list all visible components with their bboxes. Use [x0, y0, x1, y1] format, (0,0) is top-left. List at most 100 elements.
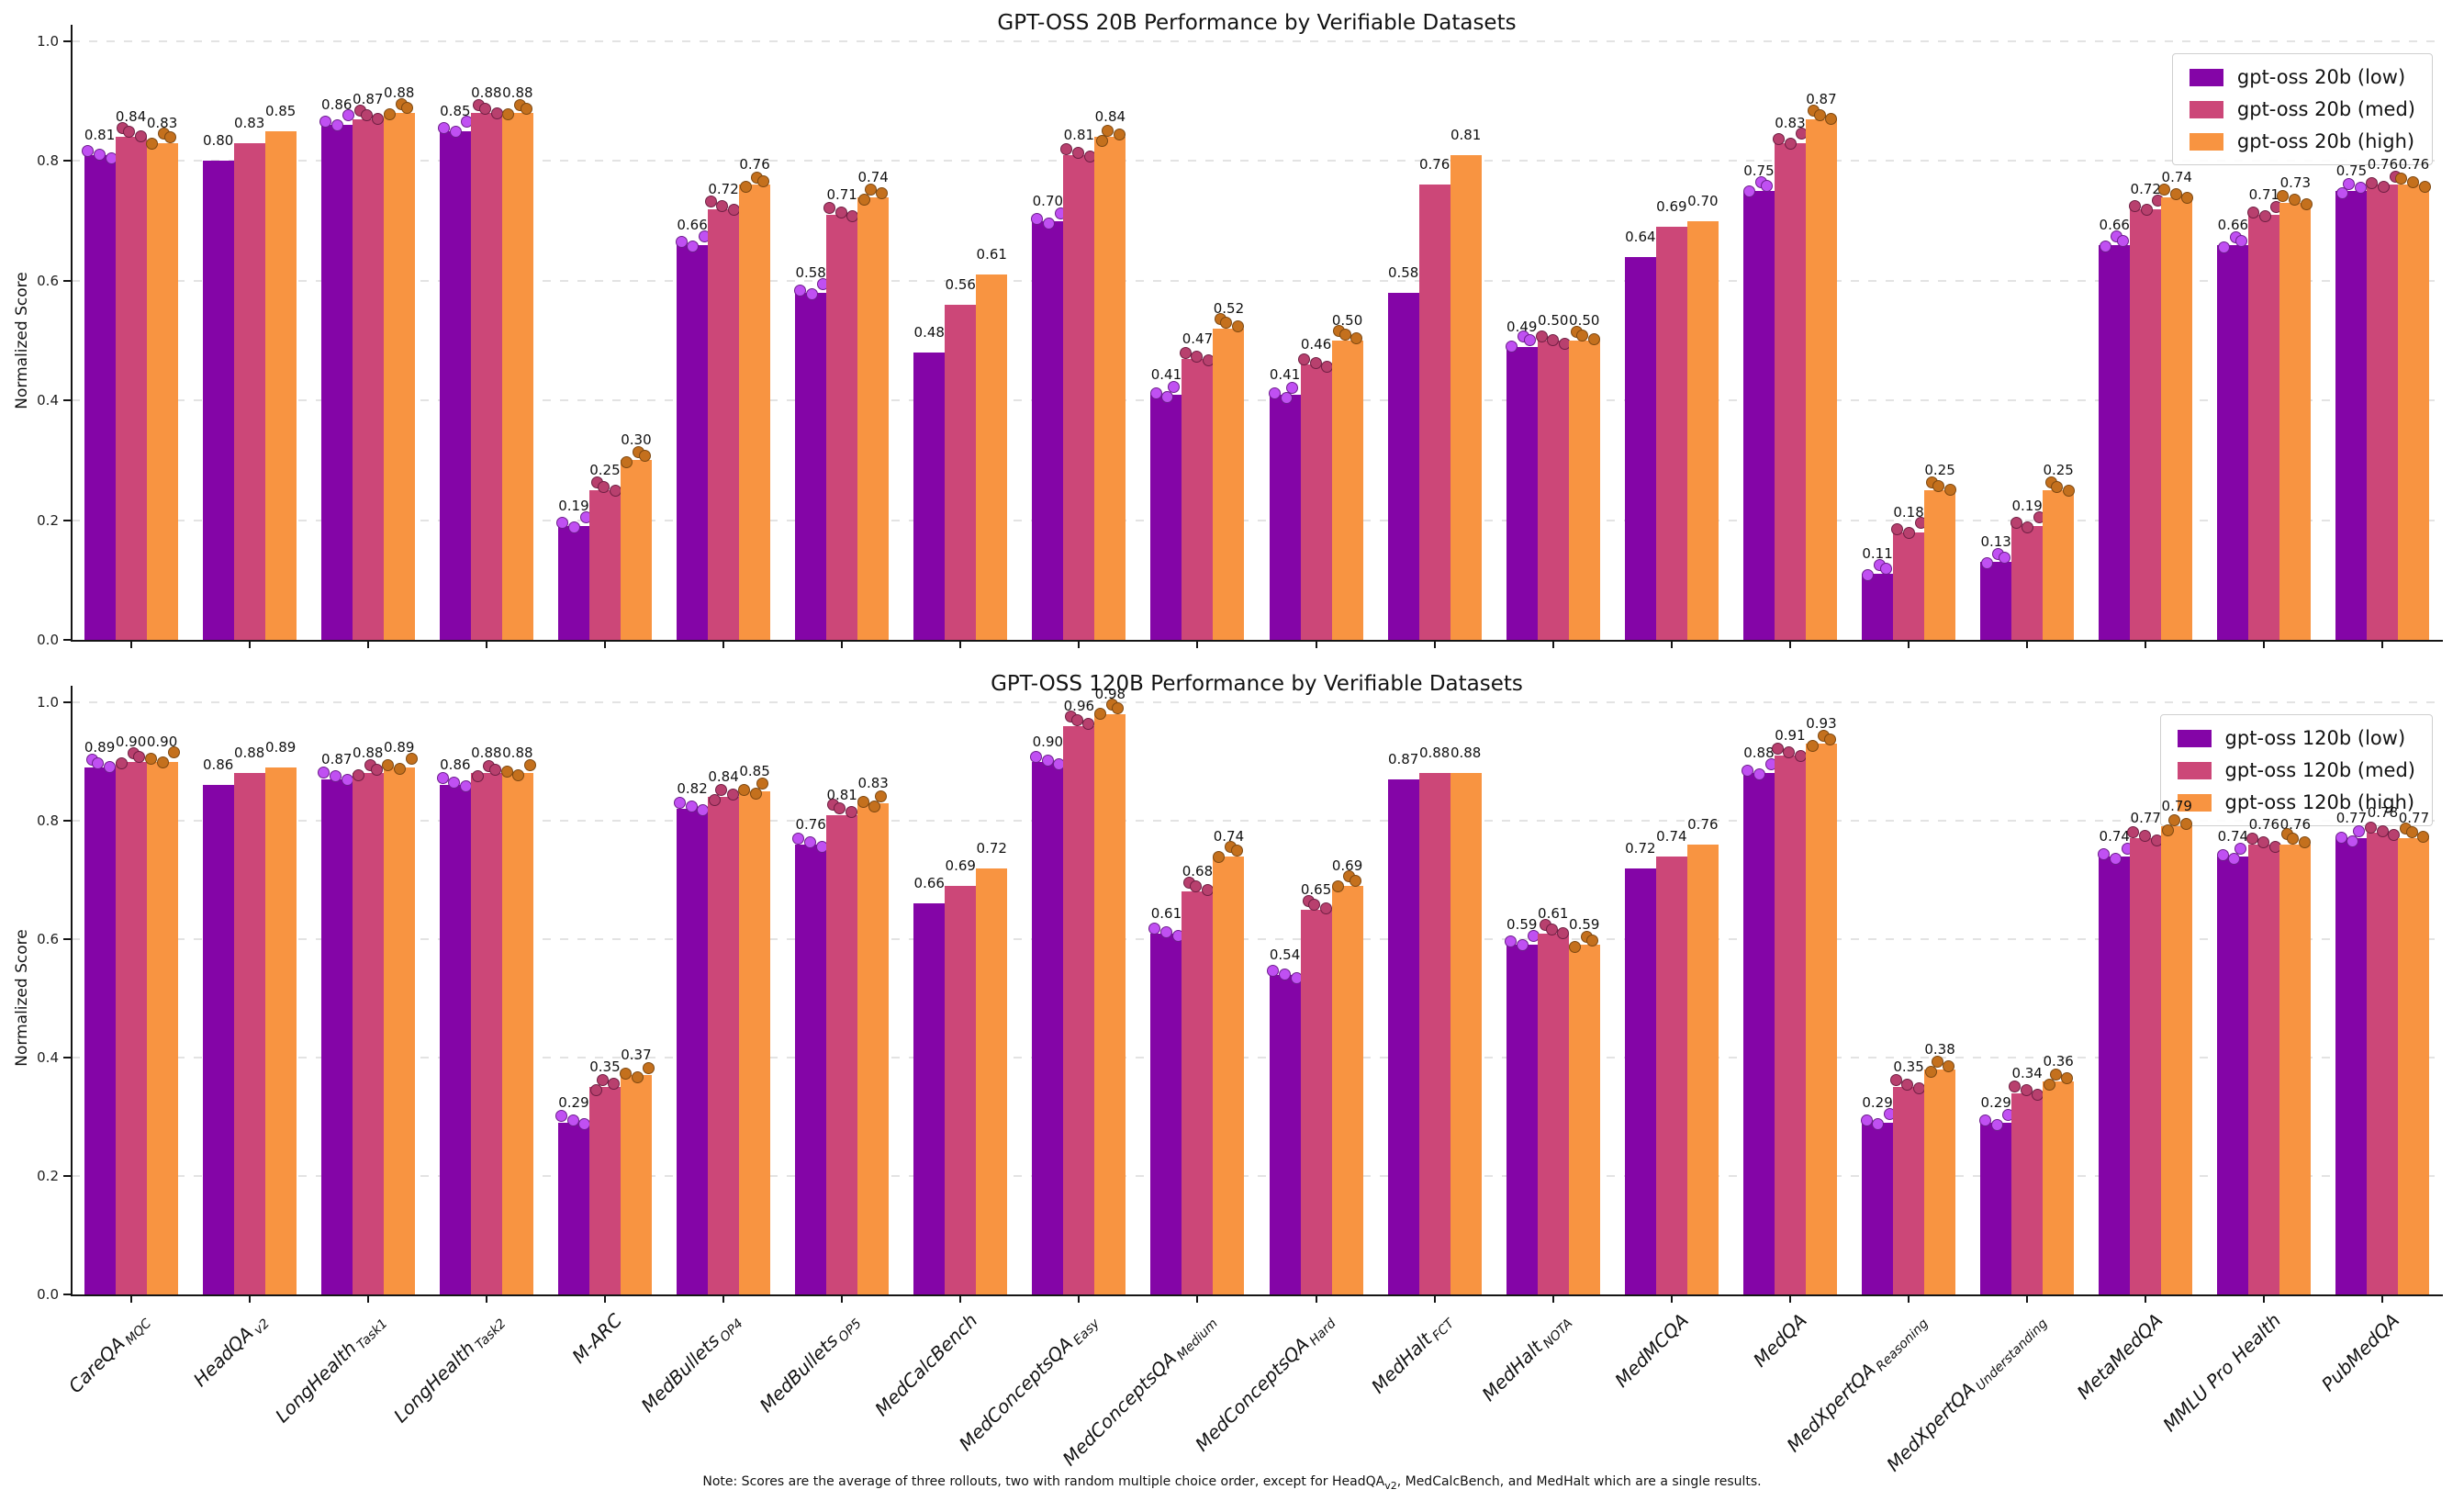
x-category-label-subscript: Task1: [354, 1316, 391, 1353]
bar-value-label: 0.66: [2217, 216, 2249, 233]
rollout-dot: [704, 196, 717, 208]
x-tick-mark: [603, 1294, 606, 1303]
bar-s0-c19: [2335, 838, 2368, 1294]
bar-s2-c14: [1805, 744, 1837, 1294]
rollout-dot: [714, 784, 727, 797]
y-tick-label: 0.0: [37, 1286, 59, 1303]
rollout-dot: [449, 125, 462, 138]
rollout-dot: [1998, 551, 2010, 564]
bar-value-label: 0.61: [1538, 904, 1569, 922]
rollout-dot: [608, 1078, 621, 1091]
y-tick-mark: [63, 519, 72, 521]
rollout-dot: [133, 750, 146, 763]
bar-s2-c2: [383, 767, 415, 1294]
rollout-dot: [512, 769, 525, 782]
y-tick-mark: [63, 639, 72, 641]
bar-s0-c5: [677, 244, 709, 640]
rollout-dot: [621, 456, 633, 468]
bar-value-label: 0.46: [1300, 336, 1332, 353]
bar-s2-c0: [146, 142, 178, 640]
x-tick-mark: [2263, 1294, 2266, 1303]
rollout-dot: [2353, 825, 2366, 838]
rollout-dot: [372, 112, 385, 125]
bar-value-label: 0.25: [589, 462, 621, 478]
rollout-dot: [1523, 334, 1536, 347]
x-tick-mark: [959, 640, 962, 648]
rollout-dot: [2388, 829, 2401, 842]
bar-value-label: 0.90: [115, 733, 147, 750]
rollout-dot: [2342, 177, 2355, 190]
rollout-dot: [93, 148, 106, 161]
gridline: [72, 279, 2442, 282]
rollout-dot: [609, 484, 622, 497]
rollout-dot: [1901, 1078, 1914, 1091]
legend-row: gpt-oss 20b (low): [2189, 66, 2415, 88]
x-tick-mark: [1551, 640, 1554, 648]
legend-swatch: [2189, 100, 2223, 118]
rollout-dot: [2179, 817, 2192, 830]
y-tick-label: 0.8: [37, 152, 59, 170]
y-tick-mark: [63, 701, 72, 703]
bar-s2-c6: [857, 196, 890, 640]
rollout-dot: [1771, 742, 1784, 755]
rollout-dot: [1267, 964, 1280, 977]
rollout-dot: [858, 193, 871, 206]
bar-s0-c14: [1742, 191, 1775, 640]
x-tick-mark: [1315, 1294, 1317, 1303]
legend-label: gpt-oss 120b (high): [2224, 791, 2415, 813]
bar-value-label: 0.98: [1094, 685, 1126, 702]
x-tick-mark: [1078, 1294, 1081, 1303]
footnote-prefix: Note: Scores are the average of three ro…: [702, 1474, 1385, 1489]
rollout-dot: [739, 181, 752, 194]
bar-value-label: 0.50: [1331, 312, 1363, 329]
bar-value-label: 0.76: [2248, 815, 2280, 833]
rollout-dot: [2228, 853, 2241, 866]
x-category-label-main: MedHalt: [1477, 1336, 1548, 1406]
bar-value-label: 0.29: [1862, 1093, 1893, 1111]
legend-label: gpt-oss 20b (med): [2236, 98, 2415, 120]
bar-s1-c0: [115, 137, 147, 640]
rollout-dot: [490, 106, 503, 119]
rollout-dot: [2010, 517, 2022, 530]
bar-value-label: 0.76: [795, 815, 826, 833]
bar-s2-c17: [2161, 826, 2193, 1294]
bar-value-label: 0.88: [502, 745, 533, 762]
bar-value-label: 0.79: [2161, 798, 2192, 815]
bar-value-label: 0.68: [1182, 863, 1214, 880]
rollout-dot: [1862, 568, 1875, 581]
bar-value-label: 0.72: [976, 839, 1007, 857]
x-category-label-main: MedXpertQA: [1881, 1378, 1980, 1476]
bar-s2-c1: [264, 767, 297, 1294]
y-tick-label: 0.6: [37, 272, 59, 289]
rollout-dot: [620, 1068, 632, 1081]
rollout-dot: [2346, 835, 2359, 848]
bar-s1-c1: [233, 773, 265, 1294]
rollout-dot: [2022, 521, 2034, 533]
bar-s2-c14: [1805, 118, 1837, 640]
rollout-dot: [1029, 750, 1042, 763]
rollout-dot: [1879, 563, 1892, 576]
rollout-dot: [675, 236, 688, 249]
rollout-dot: [566, 1114, 579, 1126]
bar-s1-c7: [945, 304, 977, 640]
bar-value-label: 0.85: [739, 762, 770, 779]
legend-label: gpt-oss 120b (med): [2224, 759, 2415, 781]
bar-s0-c8: [1032, 761, 1064, 1294]
rollout-dot: [874, 790, 887, 802]
bar-s1-c17: [2130, 208, 2162, 640]
x-tick-mark: [485, 640, 487, 648]
x-category-label-main: CareQA: [63, 1332, 129, 1398]
x-category-label-subscript: Task2: [473, 1316, 510, 1353]
bar-s1-c1: [233, 142, 265, 640]
rollout-dot: [341, 773, 353, 786]
bar-s2-c4: [620, 1075, 652, 1294]
rollout-dot: [845, 806, 857, 819]
x-tick-mark: [2381, 640, 2384, 648]
chart-title-120b: GPT-OSS 120B Performance by Verifiable D…: [991, 672, 1523, 696]
rollout-dot: [1191, 351, 1204, 364]
bar-s0-c11: [1387, 292, 1419, 640]
rollout-dot: [1349, 874, 1361, 887]
gridline: [72, 40, 2442, 42]
rollout-dot: [92, 757, 105, 770]
bar-value-label: 0.56: [945, 275, 976, 293]
